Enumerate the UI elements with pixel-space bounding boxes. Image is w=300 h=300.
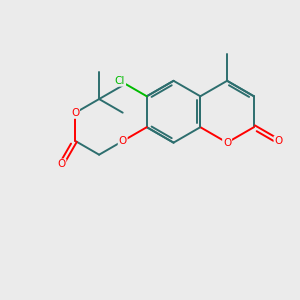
Text: Cl: Cl (115, 76, 125, 86)
Text: O: O (274, 136, 283, 146)
Text: O: O (223, 138, 231, 148)
Text: O: O (71, 108, 79, 118)
Text: O: O (118, 136, 127, 146)
Text: O: O (57, 159, 65, 169)
